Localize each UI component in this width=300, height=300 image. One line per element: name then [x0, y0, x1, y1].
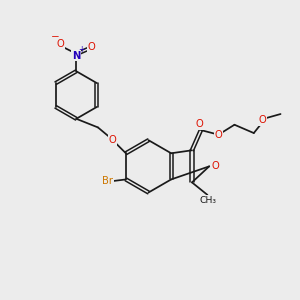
Text: CH₃: CH₃: [200, 196, 217, 205]
Text: O: O: [259, 115, 267, 125]
Text: N: N: [72, 51, 80, 61]
Text: +: +: [79, 45, 85, 54]
Text: O: O: [211, 161, 219, 171]
Text: O: O: [57, 40, 65, 50]
Text: O: O: [87, 42, 95, 52]
Text: −: −: [50, 32, 59, 42]
Text: O: O: [109, 135, 117, 145]
Text: O: O: [196, 119, 203, 129]
Text: O: O: [214, 130, 222, 140]
Text: Br: Br: [102, 176, 113, 186]
